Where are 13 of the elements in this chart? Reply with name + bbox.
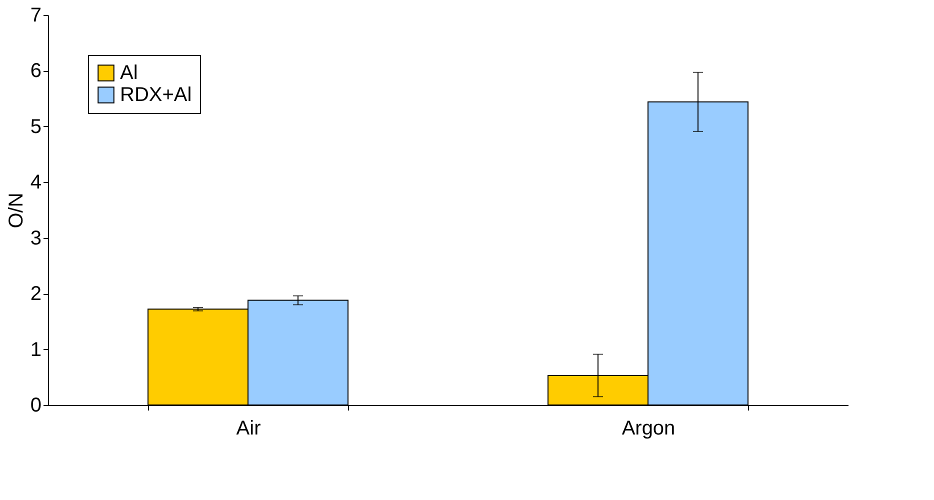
x-tick-label: Air (236, 418, 262, 440)
y-tick-label: 1 (30, 338, 42, 361)
y-tick-label: 5 (30, 116, 42, 138)
y-tick-label: 7 (30, 4, 42, 26)
y-tick-label: 0 (30, 394, 42, 416)
legend-label: Al (120, 62, 138, 84)
y-tick-label: 4 (30, 172, 42, 194)
x-tick-label: Argon (622, 418, 676, 440)
legend-label: RDX+Al (120, 84, 192, 106)
y-tick-label: 3 (30, 227, 42, 250)
y-axis-title: O/N (5, 192, 28, 228)
y-tick-label: 2 (30, 283, 42, 306)
y-tick-label: 6 (30, 60, 42, 82)
